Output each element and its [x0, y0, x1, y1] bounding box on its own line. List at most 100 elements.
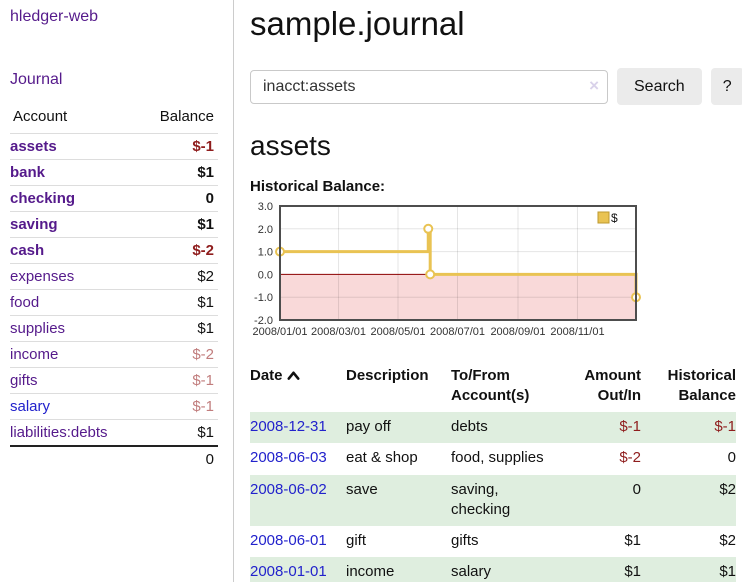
column-header-accounts: To/From Account(s)	[451, 367, 530, 404]
help-button[interactable]: ?	[710, 68, 742, 105]
account-link-saving[interactable]: saving	[10, 216, 58, 233]
transaction-accounts: salary	[451, 563, 492, 581]
account-balance: $-1	[137, 367, 218, 394]
transaction-description: gift	[346, 532, 367, 549]
svg-text:$: $	[611, 211, 618, 225]
transaction-date-link[interactable]: 2008-12-31	[250, 418, 327, 435]
svg-text:2008/09/01: 2008/09/01	[490, 326, 545, 338]
account-balance: $2	[137, 263, 218, 290]
account-link-bank[interactable]: bank	[10, 164, 46, 181]
transaction-balance: $2	[719, 532, 736, 549]
transaction-row: 2008-01-01 income salary $1 $1	[250, 557, 736, 582]
account-balance: $1	[137, 419, 218, 446]
account-link-supplies[interactable]: supplies	[10, 320, 66, 337]
svg-text:2008/11/01: 2008/11/01	[550, 326, 604, 338]
account-link-income[interactable]: income	[10, 346, 59, 363]
account-row: income $-2	[10, 341, 218, 368]
account-link-gifts[interactable]: gifts	[10, 372, 38, 389]
account-link-liabilities-debts[interactable]: liabilities:debts	[10, 424, 108, 441]
main-content: sample.journal × Search ? assets Histori…	[234, 0, 742, 582]
transaction-date-link[interactable]: 2008-06-03	[250, 449, 327, 467]
transaction-description: income	[346, 563, 395, 581]
svg-text:0.0: 0.0	[258, 269, 273, 281]
account-row: checking 0	[10, 185, 218, 212]
svg-text:1.0: 1.0	[258, 247, 273, 259]
account-row: gifts $-1	[10, 367, 218, 394]
account-link-expenses[interactable]: expenses	[10, 268, 75, 285]
account-row: cash $-2	[10, 237, 218, 264]
search-form: × Search ?	[250, 68, 742, 105]
account-balance: $-2	[137, 237, 218, 264]
transaction-amount: $1	[624, 532, 641, 549]
transaction-amount: $-1	[619, 418, 641, 435]
account-balance: 0	[137, 185, 218, 212]
account-link-food[interactable]: food	[10, 294, 40, 311]
account-row: saving $1	[10, 211, 218, 238]
journal-link[interactable]: Journal	[10, 71, 63, 88]
account-balance: $1	[137, 159, 218, 186]
transaction-description: save	[346, 480, 378, 498]
search-input[interactable]	[250, 69, 608, 104]
sidebar: hledger-web Journal Account Balance asse…	[0, 0, 234, 582]
clear-search-icon[interactable]: ×	[589, 75, 599, 95]
svg-text:-2.0: -2.0	[254, 315, 273, 327]
transaction-balance: $-1	[714, 418, 736, 435]
account-row: liabilities:debts $1	[10, 419, 218, 446]
svg-text:2008/05/01: 2008/05/01	[370, 326, 425, 338]
chart-label: Historical Balance:	[250, 178, 386, 195]
account-balance: $-2	[137, 341, 218, 368]
transaction-balance: $2	[719, 480, 736, 498]
transaction-balance: $1	[719, 563, 736, 581]
transaction-date-link[interactable]: 2008-01-01	[250, 563, 327, 581]
column-header-description: Description	[346, 367, 429, 384]
account-row: assets $-1	[10, 133, 218, 160]
svg-text:2008/01/01: 2008/01/01	[252, 326, 307, 338]
transaction-date-link[interactable]: 2008-06-01	[250, 532, 327, 549]
transaction-accounts: gifts	[451, 532, 479, 549]
register-table: Date Description To/From Account(s) Amou…	[250, 363, 736, 582]
accounts-total-row: 0	[10, 445, 218, 472]
svg-text:2008/03/01: 2008/03/01	[311, 326, 366, 338]
transaction-row: 2008-06-03 eat & shop food, supplies $-2…	[250, 443, 736, 474]
transaction-description: eat & shop	[346, 449, 418, 467]
transaction-accounts: food, supplies	[451, 449, 544, 467]
account-balance: $1	[137, 211, 218, 238]
svg-text:3.0: 3.0	[258, 201, 273, 213]
svg-text:-1.0: -1.0	[254, 292, 273, 304]
column-header-amount: Amount Out/In	[584, 367, 641, 404]
account-balance: $-1	[137, 393, 218, 420]
brand: hledger-web	[10, 8, 233, 26]
account-balance: $1	[137, 289, 218, 316]
accounts-total-balance: 0	[137, 445, 218, 472]
sort-ascending-icon	[287, 371, 300, 380]
account-row: bank $1	[10, 159, 218, 186]
account-link-assets[interactable]: assets	[10, 138, 57, 155]
transaction-row: 2008-06-02 save saving, checking 0 $2	[250, 474, 736, 526]
account-row: food $1	[10, 289, 218, 316]
transaction-amount: 0	[632, 480, 641, 498]
date-header-label: Date	[250, 367, 283, 384]
brand-link[interactable]: hledger-web	[10, 8, 99, 25]
accounts-header-row: Account Balance	[10, 104, 218, 134]
transaction-row: 2008-12-31 pay off debts $-1 $-1	[250, 412, 736, 444]
transaction-amount: $1	[624, 563, 641, 581]
account-page-title: assets	[250, 130, 331, 161]
account-link-cash[interactable]: cash	[10, 242, 45, 259]
account-balance: $1	[137, 315, 218, 342]
column-header-date[interactable]: Date	[250, 363, 346, 412]
transaction-accounts: debts	[451, 418, 488, 435]
svg-text:2008/07/01: 2008/07/01	[430, 326, 485, 338]
account-link-checking[interactable]: checking	[10, 190, 76, 207]
nav-journal: Journal	[10, 71, 233, 89]
account-link-salary[interactable]: salary	[10, 398, 51, 415]
account-row: expenses $2	[10, 263, 218, 290]
transaction-amount: $-2	[619, 449, 641, 467]
accounts-header-account: Account	[13, 108, 68, 125]
transaction-balance: 0	[727, 449, 736, 467]
transaction-date-link[interactable]: 2008-06-02	[250, 480, 327, 498]
search-button[interactable]: Search	[617, 68, 702, 105]
account-row: salary $-1	[10, 393, 218, 420]
svg-text:2.0: 2.0	[258, 224, 273, 236]
column-header-balance: Historical Balance	[667, 367, 736, 404]
